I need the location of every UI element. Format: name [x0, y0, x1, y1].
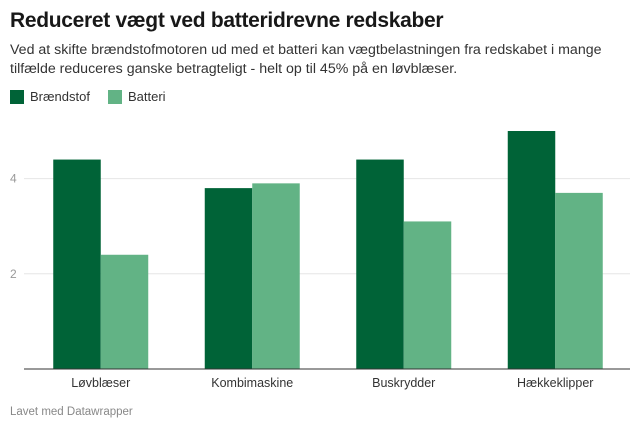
bar-batteri [403, 221, 452, 369]
chart-subtitle: Ved at skifte brændstofmotoren ud med et… [10, 42, 602, 77]
y-tick-label: 2 [10, 267, 17, 281]
bar-batteri [252, 183, 300, 369]
legend-swatch [107, 89, 122, 104]
bar-batteri [555, 192, 603, 369]
legend: Brændstof Batteri [10, 89, 630, 104]
bar-braendstof [53, 159, 101, 369]
bar-braendstof [204, 188, 253, 369]
legend-item-braendstof: Brændstof [10, 89, 90, 104]
x-tick-label: Kombimaskine [211, 376, 293, 390]
legend-label: Batteri [127, 89, 166, 104]
bar-braendstof [507, 131, 556, 369]
x-tick-label: Buskrydder [372, 376, 435, 390]
legend-swatch [10, 89, 24, 104]
footer-credit: Lavet med Datawrapper [10, 406, 133, 418]
chart-title: Reduceret vægt ved batteridrevne redskab… [10, 9, 444, 32]
legend-item-batteri: Batteri [107, 89, 166, 104]
bar-batteri [100, 254, 149, 369]
x-tick-label: Hækkeklipper [517, 376, 593, 390]
bar-braendstof [356, 159, 404, 369]
x-tick-label: Løvblæser [71, 376, 130, 390]
y-tick-label: 4 [10, 172, 17, 186]
legend-label: Brændstof [30, 89, 90, 104]
